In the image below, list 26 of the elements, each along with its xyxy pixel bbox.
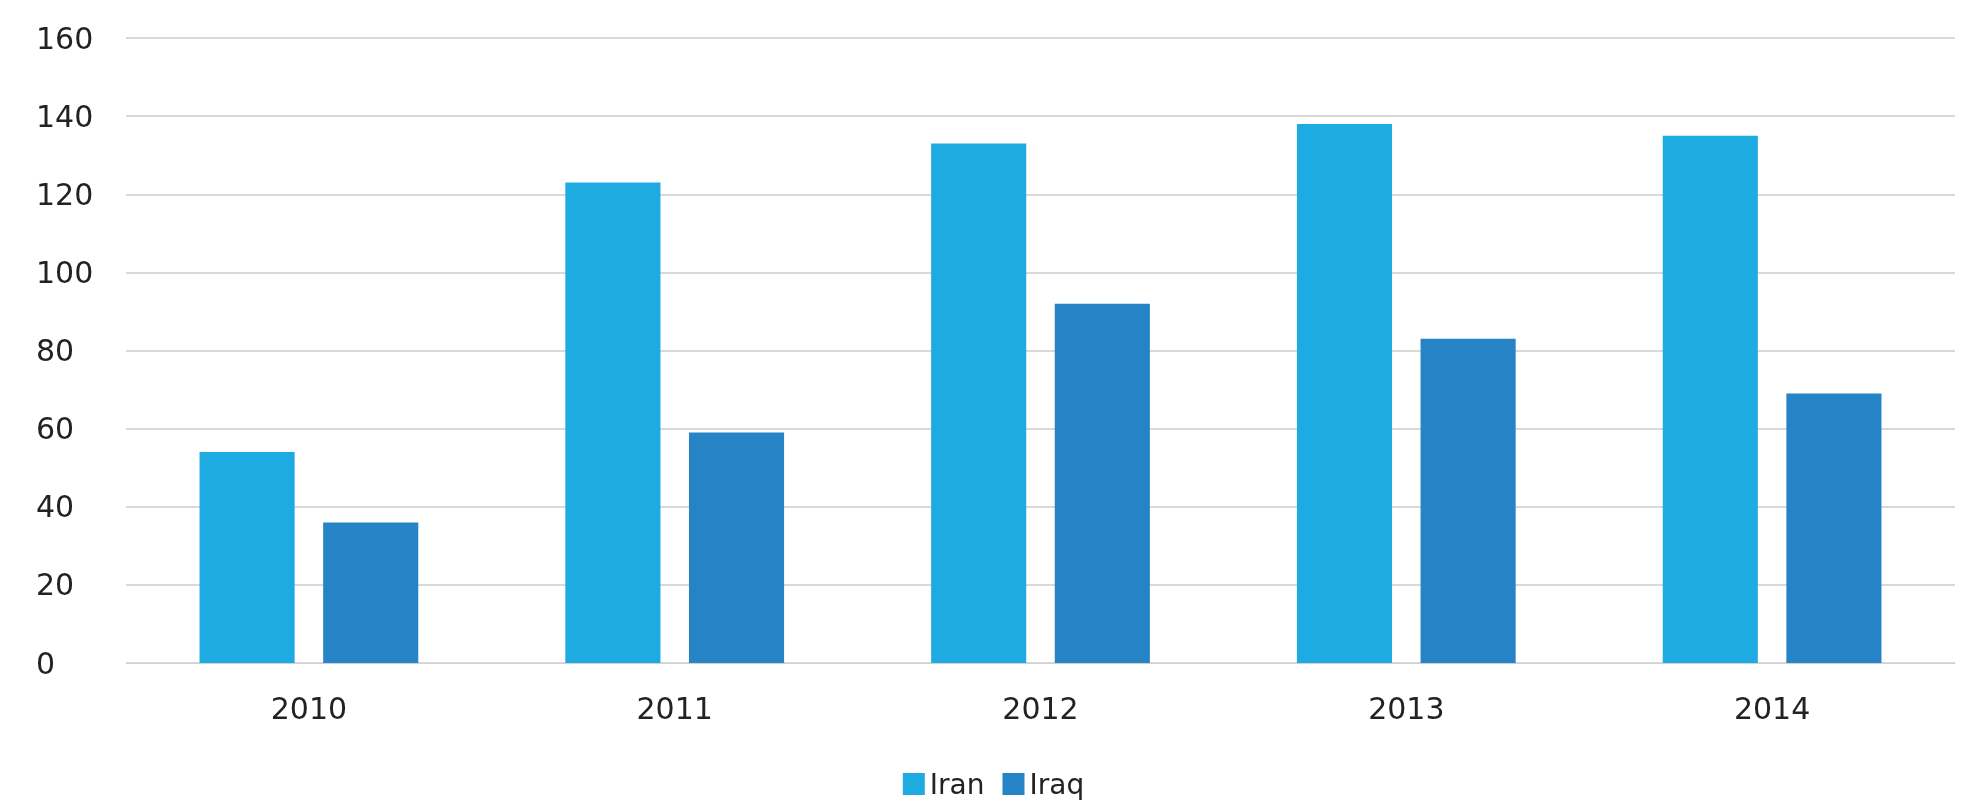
bar: [1420, 338, 1516, 663]
y-tick-label: 100: [36, 254, 94, 290]
y-tick-label: 140: [36, 98, 94, 134]
y-tick-label: 60: [36, 411, 75, 447]
y-tick-label: 20: [36, 567, 75, 603]
bar: [199, 452, 295, 663]
legend-label: Iran: [929, 767, 985, 801]
bar: [1786, 393, 1882, 663]
y-tick-label: 0: [36, 645, 56, 681]
bar: [323, 522, 419, 663]
x-tick-label: 2013: [1368, 690, 1445, 726]
x-tick-label: 2011: [636, 690, 713, 726]
y-tick-label: 160: [36, 20, 94, 56]
x-tick-label: 2012: [1002, 690, 1079, 726]
x-tick-label: 2010: [270, 690, 348, 726]
x-tick-label: 2014: [1733, 690, 1811, 726]
bar: [1662, 135, 1758, 663]
bar: [1054, 303, 1150, 663]
bar: [931, 143, 1027, 663]
y-tick-label: 40: [36, 489, 75, 525]
y-tick-label: 80: [36, 333, 75, 368]
y-tick-label: 120: [36, 176, 94, 212]
bar: [565, 182, 661, 663]
bar: [688, 432, 785, 663]
legend-label: Iraq: [1029, 767, 1085, 801]
bar: [1296, 123, 1393, 663]
